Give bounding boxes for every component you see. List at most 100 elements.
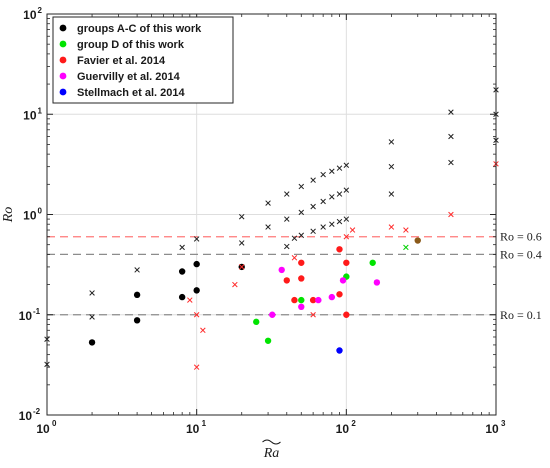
reference-lines: Ro = 0.6 Ro = 0.4 Ro = 0.1 xyxy=(47,230,542,322)
data-point xyxy=(298,275,305,282)
x-marker-stroke xyxy=(343,216,350,222)
data-point xyxy=(264,337,272,344)
data-point xyxy=(298,296,305,304)
x-marker-stroke xyxy=(329,168,335,175)
y-tick-exponent: 0 xyxy=(38,207,43,216)
x-marker-stroke xyxy=(329,194,335,200)
x-marker-stroke xyxy=(336,218,343,225)
x-tick-label: 10 xyxy=(36,422,50,436)
data-point xyxy=(414,237,421,244)
data-point-x xyxy=(320,198,326,205)
y-tick-label: 10 xyxy=(23,108,37,122)
legend-marker xyxy=(59,72,67,80)
data-point-x xyxy=(310,228,316,235)
y-tick-exponent: 2 xyxy=(38,6,43,15)
data-point-x xyxy=(193,364,200,370)
legend-label: groups A-C of this work xyxy=(77,23,202,35)
reference-line-label: Ro = 0.4 xyxy=(500,247,542,261)
x-marker-stroke xyxy=(238,213,245,220)
data-point-x xyxy=(349,227,356,233)
x-marker-stroke xyxy=(265,224,271,230)
data-point-x xyxy=(448,159,454,166)
x-marker-stroke xyxy=(343,233,350,240)
x-marker-stroke xyxy=(232,281,238,288)
x-tick-label: 10 xyxy=(186,422,200,436)
legend-box xyxy=(52,16,234,104)
data-point-x xyxy=(89,290,95,296)
x-marker-stroke xyxy=(343,187,350,193)
data-point-x xyxy=(298,209,305,216)
legend-marker xyxy=(59,88,67,96)
data-point-x xyxy=(238,264,245,270)
data-point-x xyxy=(265,200,271,206)
data-point-x xyxy=(329,194,335,200)
data-point xyxy=(339,277,347,284)
legend-label: group D of this work xyxy=(77,39,185,51)
data-point xyxy=(278,266,285,274)
data-point xyxy=(343,311,350,318)
data-point-x xyxy=(329,221,335,227)
data-point xyxy=(298,303,305,311)
data-point-x xyxy=(448,109,454,115)
x-marker-stroke xyxy=(310,203,316,210)
x-marker-stroke xyxy=(179,244,185,251)
x-marker-stroke xyxy=(320,171,326,178)
data-point-x xyxy=(265,224,271,230)
data-point-x xyxy=(291,255,298,261)
legend-marker xyxy=(59,40,67,48)
x-marker-stroke xyxy=(284,243,290,250)
x-marker-stroke xyxy=(320,198,326,205)
legend-marker xyxy=(59,56,67,64)
x-marker-stroke xyxy=(403,244,409,251)
x-marker-stroke xyxy=(343,162,350,168)
data-point-x xyxy=(320,171,326,178)
data-point-x xyxy=(310,177,316,183)
x-marker-stroke xyxy=(193,311,200,318)
data-point-x xyxy=(291,235,298,241)
x-marker-stroke xyxy=(310,228,316,235)
data-point xyxy=(373,279,381,286)
x-marker-stroke xyxy=(349,227,356,233)
x-marker-stroke xyxy=(403,227,409,233)
data-point-x xyxy=(134,267,140,273)
reference-line-label: Ro = 0.6 xyxy=(500,230,542,244)
data-point-x xyxy=(336,191,343,197)
x-marker-stroke xyxy=(193,236,200,242)
data-point-x xyxy=(388,191,395,197)
data-points xyxy=(44,87,499,370)
data-point xyxy=(193,260,200,268)
x-tick-exponent: 1 xyxy=(202,419,207,428)
y-tick-label: 10 xyxy=(19,309,33,323)
data-point xyxy=(269,311,276,318)
x-marker-stroke xyxy=(388,163,395,170)
x-marker-stroke xyxy=(310,311,316,318)
data-point-x xyxy=(238,240,245,246)
x-tick-exponent: 0 xyxy=(52,419,57,428)
x-marker-stroke xyxy=(238,264,245,270)
x-marker-stroke xyxy=(336,191,343,197)
y-tick-exponent: -1 xyxy=(33,307,41,316)
x-marker-stroke xyxy=(291,235,298,241)
x-tick-label: 10 xyxy=(485,422,499,436)
data-point-x xyxy=(343,216,350,222)
legend-marker xyxy=(59,24,67,32)
data-point-x xyxy=(89,314,95,320)
data-point-x xyxy=(343,187,350,193)
x-marker-stroke xyxy=(284,216,290,222)
data-point-x xyxy=(448,211,454,218)
data-point-x xyxy=(298,232,305,239)
data-point xyxy=(178,293,186,301)
x-tick-exponent: 3 xyxy=(501,419,506,428)
x-marker-stroke xyxy=(238,240,245,246)
x-tick-exponent: 2 xyxy=(351,419,356,428)
data-point-x xyxy=(187,297,193,303)
data-point xyxy=(133,317,141,324)
data-point xyxy=(369,259,376,266)
data-point-x xyxy=(388,139,395,145)
x-marker-stroke xyxy=(89,290,95,296)
x-marker-stroke xyxy=(298,232,305,239)
data-point-x xyxy=(320,224,326,230)
data-point-x xyxy=(448,133,454,140)
x-marker-stroke xyxy=(448,133,454,140)
data-point xyxy=(336,246,343,253)
